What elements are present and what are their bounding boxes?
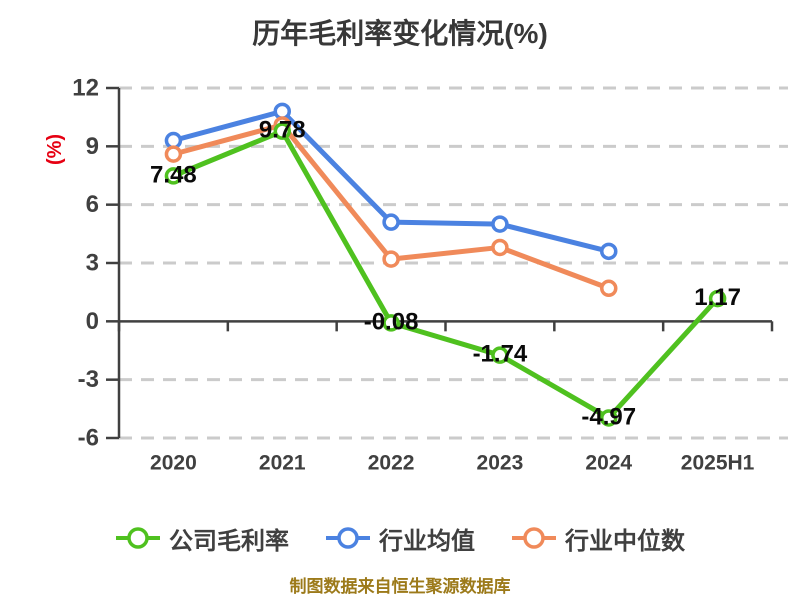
data-point-marker (382, 213, 400, 231)
data-value-labels: 7.48 9.78 -0.08 -1.74 -4.97 1.17 (150, 117, 741, 431)
svg-text:-4.97: -4.97 (581, 403, 636, 430)
svg-text:12: 12 (72, 75, 99, 102)
gridlines (119, 86, 788, 440)
svg-text:2023: 2023 (477, 452, 524, 475)
line-circle-marker-icon (326, 527, 370, 549)
svg-text:9: 9 (86, 133, 99, 160)
svg-text:7.48: 7.48 (150, 161, 197, 188)
svg-text:-0.08: -0.08 (364, 308, 419, 335)
svg-text:-1.74: -1.74 (473, 341, 528, 368)
data-source-footer: 制图数据来自恒生聚源数据库 (289, 577, 511, 596)
svg-text:3: 3 (86, 250, 99, 277)
series-1 (164, 102, 618, 261)
axes (106, 86, 774, 440)
svg-text:2025H1: 2025H1 (681, 452, 755, 475)
svg-text:6: 6 (86, 191, 99, 218)
data-point-marker (164, 145, 183, 163)
line-circle-marker-icon (116, 527, 160, 549)
y-axis-tick-labels: 12 9 6 3 0 -3 -6 (72, 75, 99, 452)
data-point-marker (600, 279, 618, 298)
series-0 (164, 122, 727, 427)
data-point-marker (273, 122, 291, 140)
data-point-marker (382, 314, 400, 332)
chart-title: 历年毛利率变化情况(%) (252, 18, 548, 49)
series-2 (164, 116, 618, 298)
legend-item-industry-mean[interactable]: 行业均值 (325, 521, 475, 556)
data-point-marker (491, 215, 509, 233)
x-axis-tick-labels: 2020 2021 2022 2023 2024 2025H1 (150, 452, 755, 475)
data-point-marker (600, 409, 618, 427)
data-point-marker (708, 289, 727, 308)
svg-text:2021: 2021 (259, 452, 306, 475)
svg-text:9.78: 9.78 (259, 117, 306, 144)
svg-text:2024: 2024 (585, 452, 632, 475)
data-point-marker (382, 250, 400, 268)
svg-text:2022: 2022 (368, 452, 415, 475)
legend-label: 公司毛利率 (169, 527, 289, 555)
data-point-marker (491, 346, 509, 364)
data-point-marker (491, 238, 509, 257)
svg-text:1.17: 1.17 (694, 284, 741, 311)
data-point-marker (164, 167, 183, 185)
line-circle-marker-icon (512, 527, 556, 549)
svg-text:-6: -6 (78, 425, 99, 452)
data-point-marker (600, 242, 618, 261)
legend-label: 行业均值 (379, 527, 475, 555)
svg-text:0: 0 (86, 308, 99, 335)
svg-text:-3: -3 (78, 366, 99, 393)
chart-legend: 公司毛利率 行业均值 行业中位数 (0, 518, 800, 558)
svg-text:2020: 2020 (150, 452, 197, 475)
legend-item-industry-median[interactable]: 行业中位数 (511, 521, 685, 556)
legend-item-company-gross-margin[interactable]: 公司毛利率 (115, 521, 289, 556)
legend-label: 行业中位数 (565, 527, 685, 555)
